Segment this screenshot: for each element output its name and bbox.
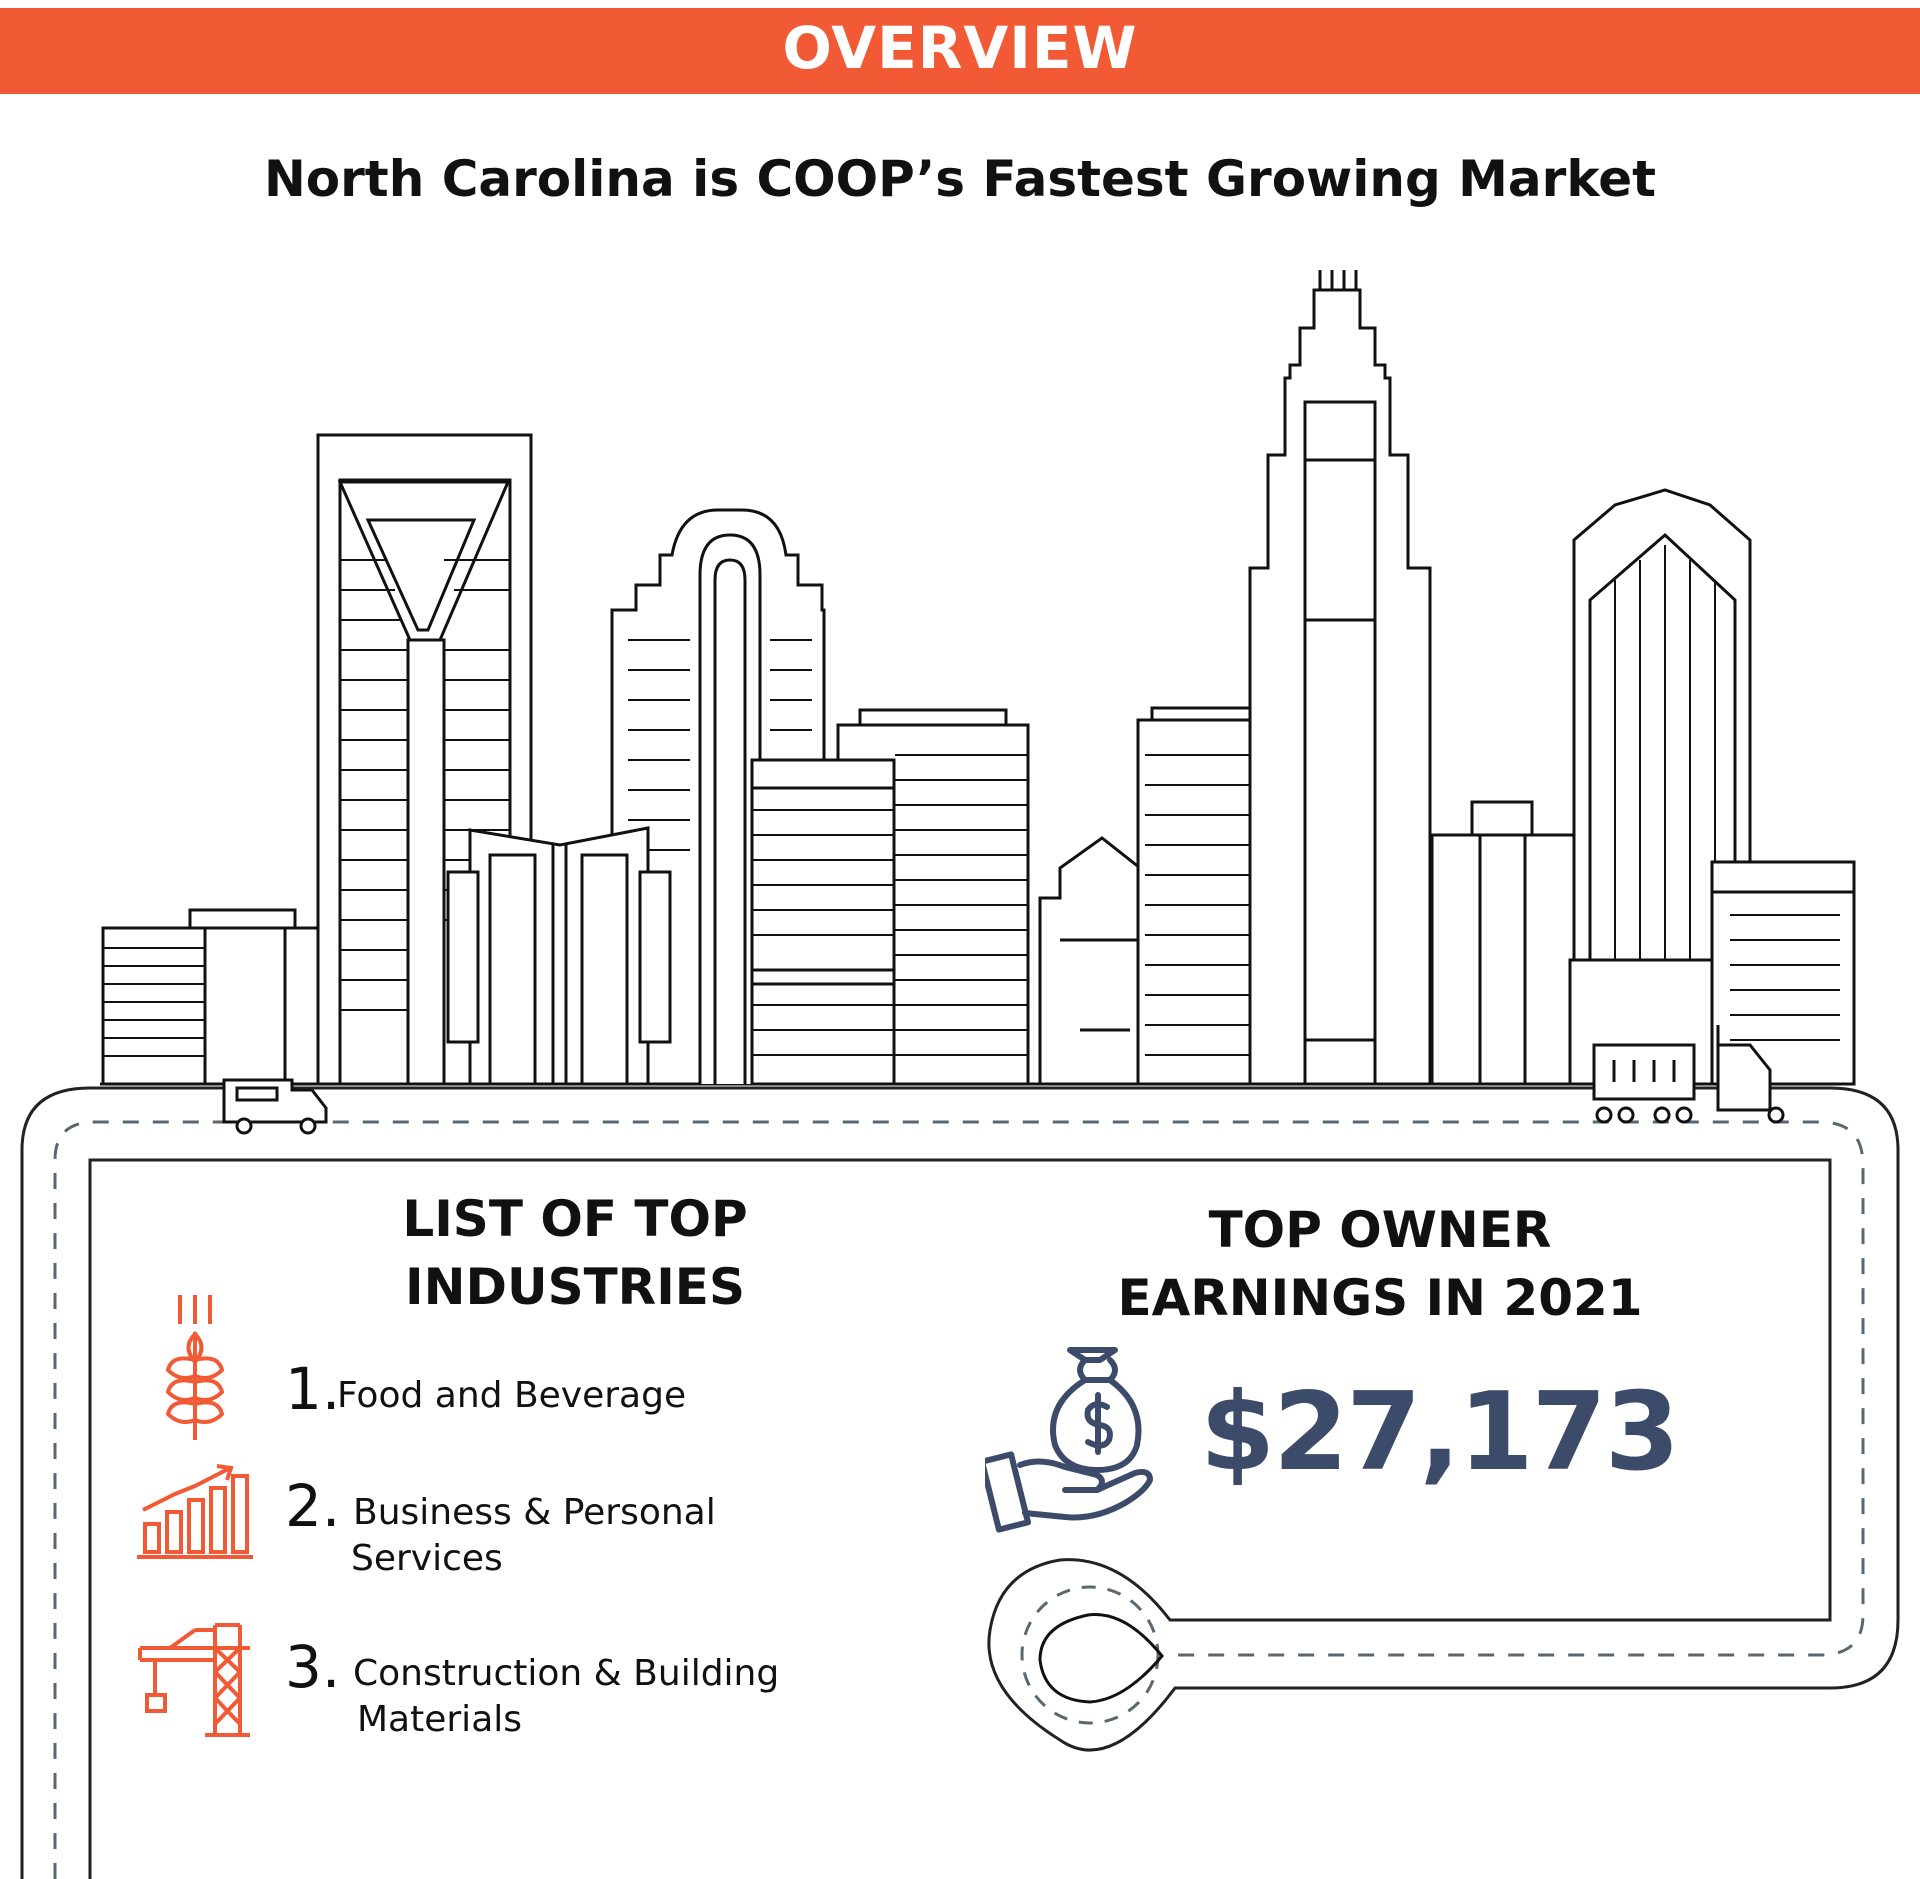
industries-title-line2: INDUSTRIES: [405, 1258, 745, 1316]
map-pin-icon: [1038, 1613, 1164, 1704]
industry-label-1: Food and Beverage: [337, 1375, 687, 1416]
building-small-pointed: [1038, 836, 1142, 1086]
money-bag-hand-icon: [985, 1347, 1153, 1533]
page-headline: North Carolina is COOP’s Fastest Growing…: [263, 150, 1657, 208]
road-loop-dash: [1020, 1585, 1160, 1725]
building-right-block: [1430, 833, 1576, 1086]
van-icon: [222, 1078, 328, 1135]
industry-label-2-line1: Business & Personal: [353, 1492, 716, 1533]
industries-title: LIST OF TOP INDUSTRIES: [380, 1185, 770, 1321]
industry-item-1: 1. Food and Beverage: [285, 1355, 785, 1425]
truck-icon: [1592, 1025, 1785, 1124]
industry-item-2: 2. Business & Personal Services: [285, 1472, 805, 1582]
industries-title-line1: LIST OF TOP: [402, 1190, 748, 1248]
wheat-icon: [165, 1295, 225, 1440]
industry-item-3: 3. Construction & Building Materials: [285, 1633, 845, 1743]
earnings-title-line2: EARNINGS IN 2021: [1117, 1269, 1643, 1327]
road-center-line: [53, 1120, 1865, 1879]
banner-title: OVERVIEW: [782, 14, 1138, 82]
industry-label-3-line1: Construction & Building: [353, 1653, 780, 1694]
industry-label-2-line2: Services: [351, 1538, 503, 1579]
earnings-title-line1: TOP OWNER: [1208, 1201, 1552, 1259]
growth-chart-icon: [137, 1464, 253, 1559]
industry-number-1: 1.: [285, 1355, 341, 1423]
earnings-title: TOP OWNER EARNINGS IN 2021: [1100, 1196, 1660, 1332]
overview-banner: [0, 8, 1920, 94]
building-striped-box: [750, 758, 896, 1086]
industry-label-3-line2: Materials: [357, 1699, 523, 1740]
earnings-amount: $27,173: [1200, 1370, 1680, 1495]
industry-number-2: 2.: [285, 1472, 341, 1540]
road-outer-edge: [20, 1086, 1900, 1879]
industry-number-3: 3.: [285, 1633, 341, 1701]
crane-icon: [138, 1623, 250, 1737]
